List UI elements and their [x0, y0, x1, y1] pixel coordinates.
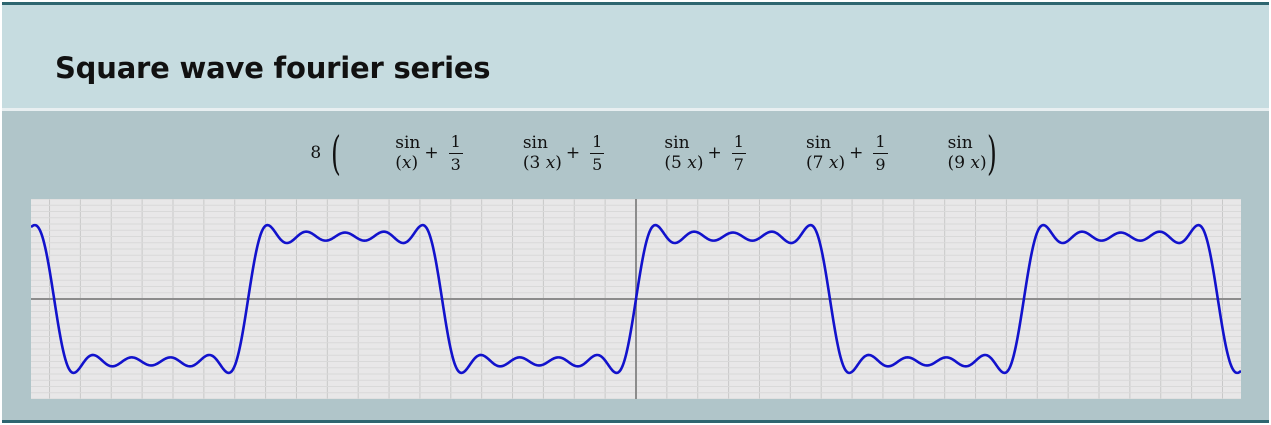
formula-right-paren: ) [986, 126, 997, 180]
term-3-func: sin [522, 133, 548, 153]
frac-3-den: 3 [450, 154, 461, 174]
term-7: sin (7 x) [805, 133, 846, 173]
term-5-func: sin [664, 133, 690, 153]
term-3-mult: 3 [529, 153, 541, 173]
card-header: Square wave fourier series [2, 5, 1269, 108]
term-1: sin (x) [395, 133, 421, 173]
term-9-mult: 9 [954, 153, 966, 173]
term-1-var: x [401, 153, 412, 173]
term-3: sin (3 x) [522, 133, 562, 173]
frac-7-den: 7 [733, 154, 744, 174]
plus-1: + [424, 143, 439, 163]
term-7-var: x [828, 153, 839, 173]
frac-5-den: 5 [592, 154, 603, 174]
term-9-var: x [970, 153, 981, 173]
term-7-func: sin [805, 133, 832, 153]
term-1-func: sin [395, 133, 421, 153]
term-9: sin (9 x) [947, 133, 987, 173]
plus-2: + [565, 143, 581, 163]
frac-9-den: 9 [875, 154, 886, 174]
term-5-mult: 5 [671, 153, 682, 173]
page-title: Square wave fourier series [55, 51, 491, 85]
term-5: sin (5 x) [664, 133, 704, 173]
plot-area [31, 199, 1241, 399]
plus-4: + [849, 143, 864, 163]
term-3-var: x [545, 153, 556, 173]
header-divider [2, 108, 1269, 111]
term-7-mult: 7 [812, 153, 824, 173]
term-5-var: x [687, 153, 697, 173]
fourier-curve [31, 223, 1241, 375]
formula-left-paren: ( [331, 126, 342, 180]
frac-5-num: 1 [590, 133, 605, 154]
frac-3-num: 1 [448, 133, 463, 154]
plus-3: + [707, 143, 722, 163]
fourier-plot [31, 199, 1241, 399]
formula-coefficient: 8 [310, 143, 322, 163]
term-9-func: sin [947, 133, 973, 153]
frac-9-num: 1 [873, 133, 888, 154]
frac-7-num: 1 [731, 133, 746, 154]
